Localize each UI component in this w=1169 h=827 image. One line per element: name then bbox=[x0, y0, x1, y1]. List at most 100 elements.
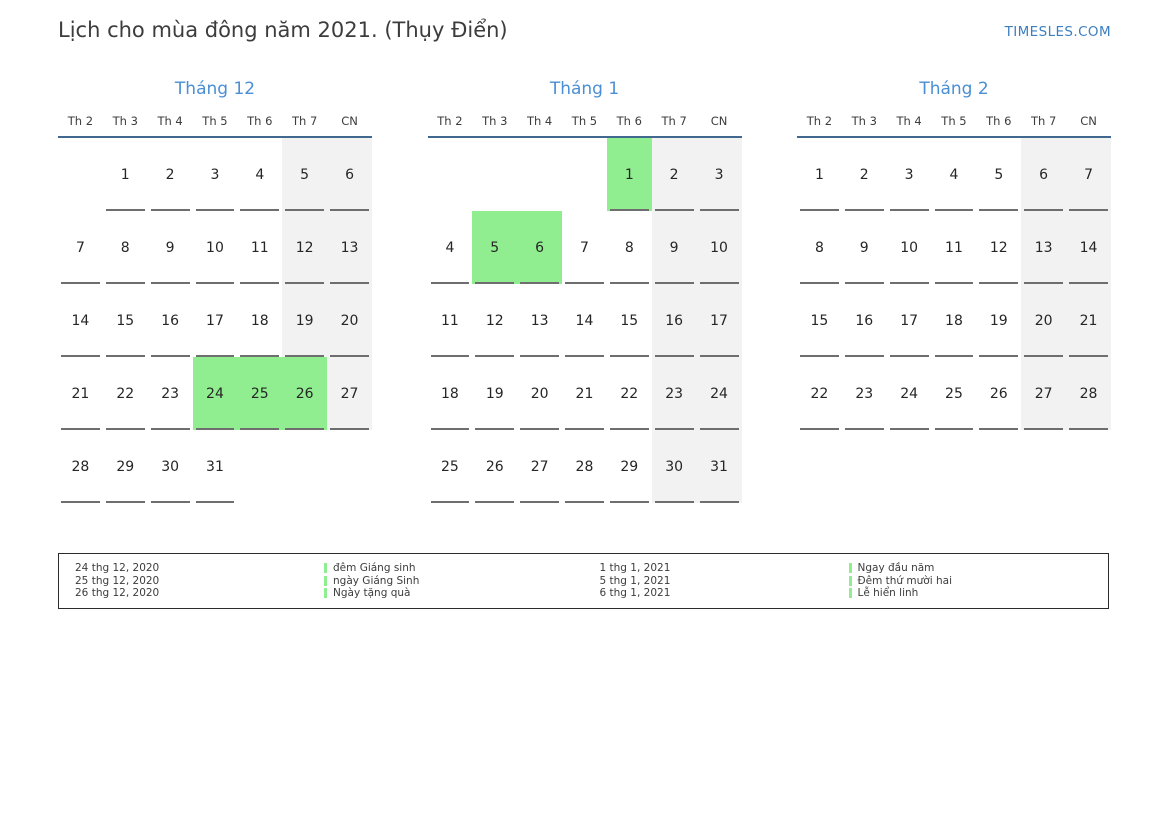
calendar-day[interactable]: 7 bbox=[58, 211, 103, 284]
calendar-day[interactable]: 12 bbox=[976, 211, 1021, 284]
calendar-day[interactable]: 24 bbox=[696, 357, 742, 430]
calendar-day[interactable]: 9 bbox=[842, 211, 887, 284]
calendar-day[interactable]: 28 bbox=[1066, 357, 1111, 430]
day-number: 4 bbox=[949, 166, 959, 183]
calendar-day[interactable]: 27 bbox=[517, 430, 562, 503]
calendar-day[interactable]: 19 bbox=[976, 284, 1021, 357]
calendar-day[interactable]: 14 bbox=[1066, 211, 1111, 284]
calendar-day[interactable]: 30 bbox=[651, 430, 697, 503]
calendar-day[interactable]: 10 bbox=[696, 211, 742, 284]
calendar-day[interactable]: 5 bbox=[976, 137, 1021, 211]
calendar-day[interactable]: 11 bbox=[237, 211, 282, 284]
calendar-day[interactable]: 6 bbox=[327, 137, 372, 211]
calendar-day[interactable]: 31 bbox=[193, 430, 238, 503]
day-cell-surface: 16 bbox=[148, 284, 193, 357]
calendar-day[interactable]: 11 bbox=[932, 211, 977, 284]
calendar-day[interactable]: 8 bbox=[797, 211, 842, 284]
calendar-day[interactable]: 21 bbox=[1066, 284, 1111, 357]
day-number: 28 bbox=[71, 458, 90, 475]
calendar-day[interactable]: 20 bbox=[327, 284, 372, 357]
calendar-day[interactable]: 4 bbox=[237, 137, 282, 211]
calendar-day[interactable]: 15 bbox=[607, 284, 652, 357]
calendar-day[interactable]: 2 bbox=[148, 137, 193, 211]
calendar-day[interactable]: 28 bbox=[58, 430, 103, 503]
page-header: Lịch cho mùa đông năm 2021. (Thụy Điển) … bbox=[0, 0, 1169, 64]
calendar-day[interactable]: 8 bbox=[103, 211, 148, 284]
calendar-day[interactable]: 25 bbox=[932, 357, 977, 430]
calendar-day[interactable]: 17 bbox=[193, 284, 238, 357]
calendar-day[interactable]: 10 bbox=[887, 211, 932, 284]
calendar-day[interactable]: 31 bbox=[696, 430, 742, 503]
calendar-day-holiday[interactable]: 5 bbox=[472, 211, 518, 284]
calendar-day[interactable]: 9 bbox=[148, 211, 193, 284]
calendar-day[interactable]: 18 bbox=[428, 357, 473, 430]
calendar-day[interactable]: 17 bbox=[696, 284, 742, 357]
calendar-day[interactable]: 19 bbox=[472, 357, 517, 430]
calendar-day-holiday[interactable]: 25 bbox=[237, 357, 283, 430]
calendar-day[interactable]: 1 bbox=[103, 137, 148, 211]
calendar-day[interactable]: 13 bbox=[327, 211, 372, 284]
calendar-day[interactable]: 3 bbox=[887, 137, 932, 211]
calendar-day[interactable]: 25 bbox=[428, 430, 473, 503]
calendar-day[interactable]: 22 bbox=[607, 357, 652, 430]
calendar-day[interactable]: 18 bbox=[237, 284, 282, 357]
calendar-day[interactable]: 26 bbox=[472, 430, 517, 503]
calendar-day[interactable]: 13 bbox=[517, 284, 562, 357]
calendar-day[interactable]: 20 bbox=[517, 357, 562, 430]
calendar-day[interactable]: 20 bbox=[1021, 284, 1067, 357]
calendar-day[interactable]: 11 bbox=[428, 284, 473, 357]
calendar-day[interactable]: 21 bbox=[58, 357, 103, 430]
calendar-day[interactable]: 7 bbox=[1066, 137, 1111, 211]
calendar-day[interactable]: 22 bbox=[103, 357, 148, 430]
calendar-day[interactable]: 12 bbox=[282, 211, 328, 284]
calendar-day[interactable]: 14 bbox=[58, 284, 103, 357]
brand-logo[interactable]: TIMESLES.COM bbox=[1004, 24, 1111, 40]
calendar-day-holiday[interactable]: 24 bbox=[192, 357, 238, 430]
calendar-day-holiday[interactable]: 26 bbox=[282, 357, 328, 430]
calendar-day[interactable]: 22 bbox=[797, 357, 842, 430]
calendar-day[interactable]: 2 bbox=[842, 137, 887, 211]
calendar-day[interactable]: 16 bbox=[148, 284, 193, 357]
calendar-day[interactable]: 17 bbox=[887, 284, 932, 357]
calendar-day-holiday[interactable]: 1 bbox=[606, 137, 652, 211]
calendar-day[interactable]: 30 bbox=[148, 430, 193, 503]
calendar-day[interactable]: 21 bbox=[562, 357, 607, 430]
weekday-header: Th 4 bbox=[896, 114, 922, 128]
calendar-day[interactable]: 2 bbox=[651, 137, 697, 211]
calendar-day[interactable]: 19 bbox=[282, 284, 328, 357]
calendar-day[interactable]: 27 bbox=[327, 357, 372, 430]
calendar-day[interactable]: 24 bbox=[887, 357, 932, 430]
calendar-day[interactable]: 3 bbox=[696, 137, 742, 211]
calendar-day[interactable]: 18 bbox=[932, 284, 977, 357]
calendar-day[interactable]: 10 bbox=[193, 211, 238, 284]
calendar-day[interactable]: 1 bbox=[797, 137, 842, 211]
day-cell-surface: 5 bbox=[472, 211, 518, 284]
calendar-day[interactable]: 4 bbox=[428, 211, 473, 284]
day-number: 5 bbox=[300, 166, 310, 183]
calendar-day[interactable]: 29 bbox=[103, 430, 148, 503]
calendar-day[interactable]: 8 bbox=[607, 211, 652, 284]
calendar-day[interactable]: 4 bbox=[932, 137, 977, 211]
day-cell-surface: 5 bbox=[282, 138, 328, 211]
calendar-day[interactable]: 13 bbox=[1021, 211, 1067, 284]
calendar-day[interactable]: 9 bbox=[651, 211, 697, 284]
calendar-day[interactable]: 6 bbox=[1021, 137, 1067, 211]
calendar-day[interactable]: 23 bbox=[651, 357, 697, 430]
month-title: Tháng 12 bbox=[174, 79, 256, 99]
calendar-day[interactable]: 15 bbox=[797, 284, 842, 357]
calendar-day[interactable]: 7 bbox=[562, 211, 607, 284]
calendar-day[interactable]: 23 bbox=[148, 357, 193, 430]
calendar-day[interactable]: 12 bbox=[472, 284, 517, 357]
calendar-day[interactable]: 16 bbox=[651, 284, 697, 357]
calendar-day[interactable]: 28 bbox=[562, 430, 607, 503]
calendar-day[interactable]: 29 bbox=[607, 430, 652, 503]
calendar-day[interactable]: 15 bbox=[103, 284, 148, 357]
calendar-day[interactable]: 3 bbox=[193, 137, 238, 211]
calendar-day[interactable]: 14 bbox=[562, 284, 607, 357]
calendar-day[interactable]: 26 bbox=[976, 357, 1021, 430]
calendar-day-holiday[interactable]: 6 bbox=[517, 211, 563, 284]
calendar-day[interactable]: 23 bbox=[842, 357, 887, 430]
calendar-day[interactable]: 27 bbox=[1021, 357, 1067, 430]
calendar-day[interactable]: 5 bbox=[282, 137, 328, 211]
calendar-day[interactable]: 16 bbox=[842, 284, 887, 357]
